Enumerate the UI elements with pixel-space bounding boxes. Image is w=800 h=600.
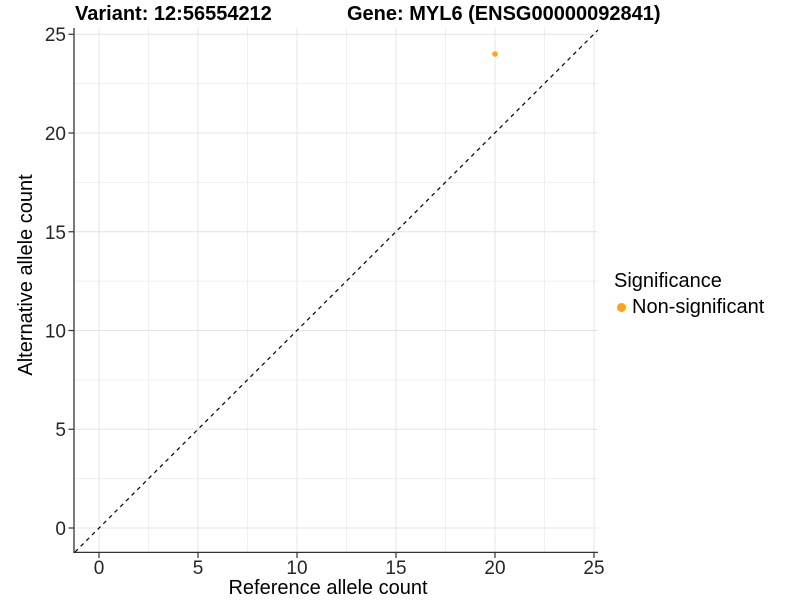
y-tick-label: 10 bbox=[45, 322, 66, 343]
plot-title-variant: Variant: 12:56554212 bbox=[75, 3, 272, 25]
tick-marks bbox=[68, 33, 595, 558]
gridlines-major bbox=[74, 28, 598, 552]
plot-panel-background bbox=[74, 28, 598, 552]
legend-point-icon bbox=[617, 302, 626, 312]
x-tick-label: 25 bbox=[583, 558, 604, 579]
x-axis-title: Reference allele count bbox=[228, 577, 427, 599]
y-tick-label: 20 bbox=[45, 124, 66, 145]
x-tick-label: 5 bbox=[193, 558, 204, 579]
y-tick-label: 0 bbox=[55, 519, 66, 540]
gridlines-minor bbox=[74, 28, 598, 552]
identity-line bbox=[74, 29, 599, 553]
y-tick-label: 25 bbox=[45, 25, 66, 46]
axis-lines bbox=[73, 28, 598, 554]
legend-item-label: Non-significant bbox=[632, 296, 765, 318]
x-tick-label: 10 bbox=[286, 558, 307, 579]
x-tick-label: 15 bbox=[385, 558, 406, 579]
legend-title: Significance bbox=[614, 270, 722, 292]
y-axis-title: Alternative allele count bbox=[15, 174, 37, 376]
x-tick-labels: 0 5 10 15 20 25 bbox=[94, 558, 605, 579]
x-tick-label: 20 bbox=[484, 558, 505, 579]
y-tick-labels: 25 20 15 10 5 0 bbox=[45, 25, 66, 540]
data-point bbox=[492, 51, 498, 57]
y-tick-label: 15 bbox=[45, 223, 66, 244]
legend-item: Non-significant bbox=[614, 295, 800, 319]
legend: Significance Non-significant bbox=[614, 269, 800, 319]
y-tick-label: 5 bbox=[55, 420, 66, 441]
plot-title-gene: Gene: MYL6 (ENSG00000092841) bbox=[347, 3, 661, 25]
x-tick-label: 0 bbox=[94, 558, 105, 579]
